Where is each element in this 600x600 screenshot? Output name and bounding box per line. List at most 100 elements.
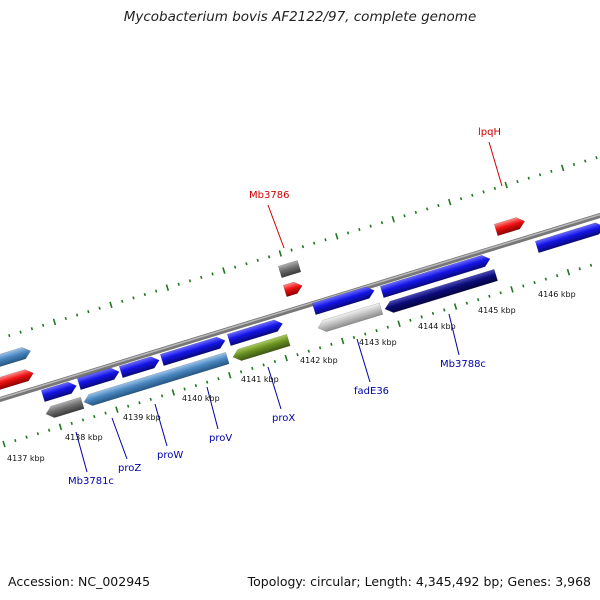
minor-tick (177, 282, 180, 286)
minor-tick (206, 380, 209, 384)
minor-tick (98, 306, 101, 310)
minor-tick (211, 272, 214, 276)
minor-tick (431, 311, 435, 316)
minor-tick (47, 428, 51, 432)
major-tick (397, 320, 401, 328)
gene-blue (159, 336, 226, 367)
gene-navy-mb3788c (384, 268, 498, 313)
gene-label-prox: proX (272, 413, 295, 424)
minor-tick (578, 267, 581, 271)
minor-tick (533, 280, 536, 285)
gene-steel-left (0, 347, 31, 368)
major-tick (560, 164, 565, 172)
major-tick (340, 337, 345, 345)
gene-label-prow: proW (157, 450, 183, 461)
scale-label: 4144 kbp (418, 322, 456, 331)
minor-tick (301, 245, 305, 249)
minor-tick (25, 435, 28, 439)
minor-tick (375, 329, 378, 333)
gene-label-mb3781c: Mb3781c (68, 476, 114, 487)
minor-tick (251, 366, 254, 370)
gene-blue (379, 254, 491, 299)
minor-tick (369, 224, 372, 228)
gene-gray-mb3786 (277, 260, 302, 279)
minor-tick (380, 221, 384, 225)
major-tick (391, 215, 395, 223)
gene-blue (226, 319, 283, 347)
minor-tick (30, 327, 34, 331)
minor-tick (471, 193, 474, 197)
minor-tick (425, 207, 429, 211)
minor-tick (403, 214, 406, 218)
minor-tick (267, 255, 271, 259)
major-tick (510, 286, 514, 293)
minor-tick (262, 363, 265, 367)
gene-label-prov: proV (209, 433, 232, 444)
minor-tick (64, 316, 67, 321)
minor-tick (138, 401, 141, 405)
minor-tick (188, 279, 192, 283)
leader-lpqh (488, 141, 503, 187)
scale-label: 4141 kbp (241, 375, 279, 384)
scale-labels: 4137 kbp 4138 kbp 4139 kbp 4140 kbp 4141… (7, 290, 576, 463)
minor-tick (36, 432, 40, 436)
minor-tick (437, 203, 440, 208)
accession-text: Accession: NC_002945 (8, 574, 151, 589)
minor-tick (8, 334, 11, 338)
leader-proz (111, 417, 128, 460)
gene-red-lpqh (493, 217, 526, 237)
minor-tick (420, 315, 423, 319)
gene-blue (40, 381, 77, 403)
leader-fade36 (356, 338, 371, 383)
scale-label: 4138 kbp (65, 433, 103, 442)
minor-tick (358, 227, 361, 232)
leader-prow (154, 403, 168, 447)
minor-tick (307, 349, 310, 353)
minor-tick (19, 330, 22, 334)
minor-tick (256, 258, 259, 262)
minor-tick (183, 387, 186, 391)
minor-tick (488, 294, 491, 298)
upper-tick-track (8, 156, 598, 338)
minor-tick (414, 210, 418, 214)
major-tick (453, 303, 458, 310)
minor-tick (516, 180, 519, 184)
scale-label: 4143 kbp (359, 338, 397, 347)
gene-blue (534, 222, 600, 254)
minor-tick (87, 310, 90, 314)
gene-red-mb3786 (282, 281, 303, 298)
gene-features (0, 217, 600, 418)
major-tick (566, 268, 571, 276)
minor-tick (493, 186, 497, 191)
map-title: Mycobacterium bovis AF2122/97, complete … (123, 9, 477, 25)
minor-tick (290, 248, 293, 252)
minor-tick (42, 323, 45, 327)
lower-tick-track (2, 263, 593, 448)
gene-blue (311, 286, 375, 316)
scale-label: 4140 kbp (182, 394, 220, 403)
major-tick (165, 284, 170, 291)
minor-tick (443, 308, 446, 312)
minor-tick (482, 190, 485, 194)
genome-backbone (0, 212, 600, 403)
scale-label: 4142 kbp (300, 356, 338, 365)
minor-tick (386, 325, 389, 329)
minor-tick (273, 359, 277, 364)
major-tick (504, 181, 508, 189)
major-tick (52, 318, 57, 326)
minor-tick (93, 414, 96, 419)
minor-tick (217, 377, 220, 381)
major-tick (222, 267, 226, 274)
gene-olive-prox (232, 333, 291, 361)
gene-label-proz: proZ (118, 463, 141, 474)
major-tick (284, 354, 288, 362)
minor-tick (239, 370, 243, 374)
minor-tick (522, 284, 525, 288)
minor-tick (346, 231, 350, 235)
minor-tick (132, 296, 135, 300)
minor-tick (409, 318, 412, 322)
leader-prov (206, 386, 219, 430)
minor-tick (550, 169, 553, 173)
minor-tick (121, 299, 124, 303)
